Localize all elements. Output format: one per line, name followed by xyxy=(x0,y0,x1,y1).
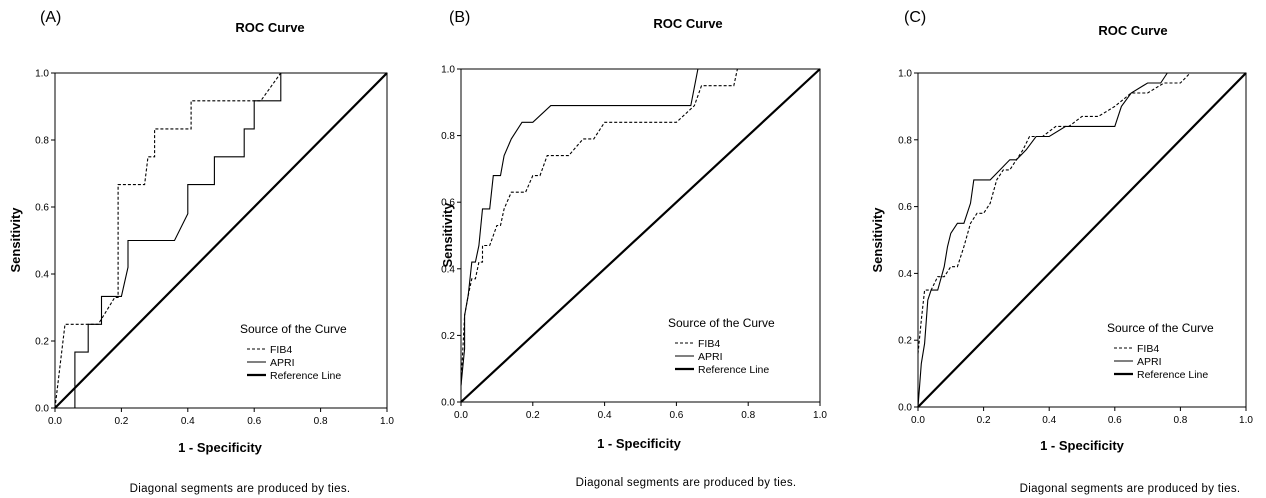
x-tick-label: 0.6 xyxy=(247,416,261,427)
y-tick-label: 0.6 xyxy=(35,203,49,214)
series-line-fib4 xyxy=(917,72,1246,354)
x-tick-label: 0.4 xyxy=(598,410,612,421)
plot-frame xyxy=(460,68,821,403)
y-tick-label: 0.0 xyxy=(898,403,912,414)
y-tick-label: 0.6 xyxy=(898,202,912,213)
x-axis-title: 1 - Specificity xyxy=(1040,438,1125,453)
footnote: Diagonal segments are produced by ties. xyxy=(130,483,351,495)
x-tick-label: 0.8 xyxy=(1173,415,1187,426)
series-line-apri xyxy=(460,68,820,386)
plot-frame xyxy=(54,72,388,409)
y-axis-title: Sensitivity xyxy=(8,207,23,273)
footnote: Diagonal segments are produced by ties. xyxy=(1020,483,1241,495)
x-tick-label: 0.4 xyxy=(181,416,195,427)
x-axis-title: 1 - Specificity xyxy=(597,436,682,451)
chart-title: ROC Curve xyxy=(653,16,722,31)
x-tick-label: 1.0 xyxy=(380,416,394,427)
x-tick-label: 0.2 xyxy=(526,410,540,421)
plot-frame xyxy=(917,72,1247,408)
x-tick-label: 0.6 xyxy=(669,410,683,421)
legend-label: APRI xyxy=(270,357,295,369)
chart-title: ROC Curve xyxy=(235,20,304,35)
legend-title: Source of the Curve xyxy=(668,316,775,330)
y-tick-label: 1.0 xyxy=(35,69,49,80)
roc-panel-c: (C) ROC Curve 0.0 0.2 0.4 0.6 0.8 1.0 0.0 0.2 0.4 0… xyxy=(870,9,1253,495)
series-line-reference-line xyxy=(460,68,821,403)
footnote: Diagonal segments are produced by ties. xyxy=(576,477,797,489)
y-axis-title: Sensitivity xyxy=(870,207,885,273)
y-tick-label: 0.2 xyxy=(35,337,49,348)
y-tick-label: 0.2 xyxy=(898,336,912,347)
y-tick-label: 0.4 xyxy=(898,269,912,280)
x-tick-label: 0.0 xyxy=(48,416,62,427)
legend-label: APRI xyxy=(1137,356,1162,368)
legend-label: FIB4 xyxy=(1137,343,1159,355)
x-tick-label: 0.2 xyxy=(977,415,991,426)
legend-title: Source of the Curve xyxy=(240,322,347,336)
y-tick-label: 0.2 xyxy=(441,331,455,342)
panel-label: (B) xyxy=(449,9,470,26)
legend-label: Reference Line xyxy=(698,364,769,376)
y-tick-label: 0.8 xyxy=(441,131,455,142)
x-tick-label: 0.8 xyxy=(741,410,755,421)
panel-label: (C) xyxy=(904,9,926,26)
x-tick-label: 0.4 xyxy=(1042,415,1056,426)
chart-title: ROC Curve xyxy=(1098,23,1167,38)
roc-panel-a: (A) ROC Curve 0.0 0.2 0.4 0.6 0.8 1.0 0.0 0.2 0.4 0… xyxy=(8,9,394,495)
y-tick-label: 0.4 xyxy=(35,270,49,281)
series-line-reference-line xyxy=(54,72,388,409)
x-tick-label: 0.0 xyxy=(454,410,468,421)
x-tick-label: 1.0 xyxy=(1239,415,1253,426)
x-tick-label: 0.0 xyxy=(911,415,925,426)
y-tick-label: 0.8 xyxy=(35,136,49,147)
y-tick-label: 0.8 xyxy=(898,135,912,146)
series-line-apri xyxy=(917,72,1246,408)
legend-label: FIB4 xyxy=(270,344,292,356)
y-axis-title: Sensitivity xyxy=(440,202,455,268)
series-line-reference-line xyxy=(917,72,1247,408)
x-tick-label: 0.8 xyxy=(314,416,328,427)
legend-title: Source of the Curve xyxy=(1107,321,1214,335)
y-tick-label: 0.4 xyxy=(441,264,455,275)
roc-panel-b: (B) ROC Curve 0.0 0.2 0.4 0.6 0.8 1.0 0.0 0.2 0.4 0… xyxy=(440,9,827,489)
panel-label: (A) xyxy=(40,9,61,26)
x-axis-title: 1 - Specificity xyxy=(178,440,263,455)
x-tick-label: 0.6 xyxy=(1108,415,1122,426)
y-tick-label: 0.6 xyxy=(441,198,455,209)
legend-label: Reference Line xyxy=(1137,369,1208,381)
legend-label: APRI xyxy=(698,351,723,363)
series-line-apri xyxy=(55,72,387,409)
x-tick-label: 1.0 xyxy=(813,410,827,421)
y-tick-label: 0.0 xyxy=(35,404,49,415)
legend-label: FIB4 xyxy=(698,338,720,350)
y-tick-label: 1.0 xyxy=(898,69,912,80)
legend-label: Reference Line xyxy=(270,370,341,382)
y-tick-label: 0.0 xyxy=(441,398,455,409)
series-line-fib4 xyxy=(460,68,820,386)
y-tick-label: 1.0 xyxy=(441,65,455,76)
x-tick-label: 0.2 xyxy=(114,416,128,427)
